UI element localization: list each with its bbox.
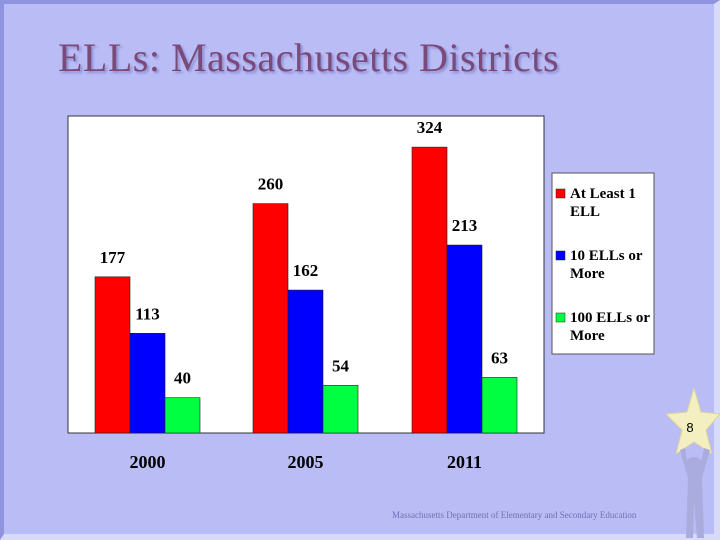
data-label: 113 xyxy=(135,304,160,323)
data-label: 162 xyxy=(293,261,319,280)
x-tick-label: 2005 xyxy=(288,452,324,472)
data-label: 324 xyxy=(417,118,443,137)
data-label: 63 xyxy=(491,348,508,367)
x-tick-label: 2000 xyxy=(130,452,166,472)
bar-10-ells-or-more-2011 xyxy=(446,244,483,434)
bar-at-least-1-ell-2005 xyxy=(252,203,289,434)
bar-at-least-1-ell-2011 xyxy=(411,146,448,434)
bar-at-least-1-ell-2000 xyxy=(94,276,131,434)
bar-10-ells-or-more-2005 xyxy=(287,289,324,434)
legend-box xyxy=(551,172,655,355)
legend-label: 100 ELLs or More xyxy=(570,310,650,344)
star-figure-icon xyxy=(666,388,720,538)
data-label: 40 xyxy=(174,369,191,388)
data-label: 213 xyxy=(452,216,478,235)
data-label: 260 xyxy=(258,175,284,194)
bar-100-ells-or-more-2005 xyxy=(322,385,359,434)
legend-label: 10 ELLs or More xyxy=(570,248,643,282)
legend-label: At Least 1 ELL xyxy=(570,186,636,220)
legend-swatch xyxy=(555,188,566,199)
bar-10-ells-or-more-2000 xyxy=(129,332,166,434)
bar-100-ells-or-more-2000 xyxy=(164,397,201,434)
slide-title: ELLs: Massachusetts Districts xyxy=(58,35,560,80)
data-label: 54 xyxy=(332,356,350,375)
legend-swatch xyxy=(555,312,566,323)
footer-text: Massachusetts Department of Elementary a… xyxy=(392,510,637,520)
data-label: 177 xyxy=(100,248,126,267)
legend-swatch xyxy=(555,250,566,261)
page-number: 8 xyxy=(686,420,694,435)
bar-100-ells-or-more-2011 xyxy=(481,377,518,434)
x-tick-label: 2011 xyxy=(447,452,482,472)
